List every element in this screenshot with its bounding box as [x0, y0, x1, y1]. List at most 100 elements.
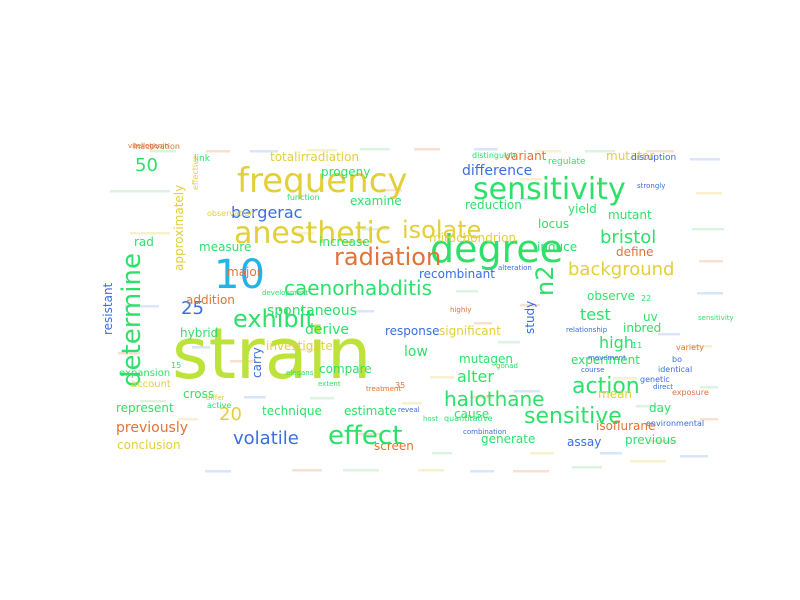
word-101: alteration — [498, 264, 532, 272]
word-2: degree — [430, 227, 563, 271]
filler-mark — [700, 386, 718, 389]
filler-mark — [690, 345, 712, 348]
word-48: observe — [587, 289, 635, 303]
filler-mark — [343, 469, 379, 472]
word-32: significant — [439, 324, 501, 338]
word-46: recombinant — [419, 267, 495, 281]
filler-mark — [572, 466, 602, 469]
word-35: mutant — [608, 208, 652, 222]
word-3: frequency — [237, 161, 408, 201]
word-21: 50 — [135, 155, 158, 176]
word-45: reduction — [465, 198, 522, 212]
word-74: approximately — [172, 185, 186, 271]
word-52: define — [616, 245, 654, 259]
word-33: locus — [538, 217, 569, 231]
filler-mark — [514, 390, 540, 393]
word-82: distinguish — [472, 151, 516, 160]
word-84: function — [287, 193, 320, 202]
filler-mark — [205, 470, 231, 473]
filler-mark — [230, 360, 254, 363]
word-6: determine — [117, 253, 147, 387]
word-103: reveal — [398, 406, 420, 414]
word-26: difference — [462, 163, 532, 179]
filler-mark — [402, 402, 422, 405]
word-88: identical — [658, 365, 692, 374]
word-10: n2 — [531, 266, 559, 296]
word-97: differ — [206, 394, 225, 402]
filler-mark — [192, 346, 210, 349]
word-8: isolate — [402, 216, 481, 244]
word-41: response — [385, 324, 440, 338]
word-38: compare — [319, 362, 372, 376]
word-62: represent — [116, 401, 174, 415]
word-25: test — [580, 305, 611, 324]
word-42: increase — [319, 235, 370, 249]
filler-mark — [418, 469, 444, 472]
word-14: halothane — [444, 387, 544, 411]
filler-mark — [118, 352, 140, 355]
filler-mark — [456, 290, 478, 293]
word-90: exposure — [672, 388, 709, 397]
word-91: environmental — [646, 419, 704, 428]
word-100: highly — [450, 306, 471, 314]
word-4: sensitivity — [473, 172, 626, 207]
cloud-filler — [110, 148, 724, 473]
word-112: 35 — [395, 381, 405, 390]
word-111: bo — [672, 355, 682, 364]
word-24: alter — [457, 367, 494, 386]
word-47: inbred — [623, 321, 661, 335]
filler-mark — [178, 418, 198, 421]
word-104: movement — [588, 354, 626, 362]
word-18: volatile — [233, 428, 299, 449]
word-23: high — [599, 333, 634, 352]
filler-mark — [432, 452, 452, 455]
word-94: host — [423, 415, 438, 423]
filler-mark — [520, 178, 542, 181]
word-7: effect — [328, 421, 402, 451]
word-67: assay — [567, 435, 601, 449]
word-29: previously — [116, 420, 188, 436]
filler-mark — [646, 150, 674, 153]
word-39: mutagen — [459, 352, 513, 366]
filler-mark — [535, 150, 561, 153]
filler-mark — [307, 149, 337, 152]
word-71: conclusion — [117, 438, 181, 452]
word-43: progeny — [321, 165, 370, 179]
filler-mark — [470, 470, 494, 473]
word-89: genetic — [640, 375, 670, 384]
word-56: major — [227, 265, 262, 279]
word-20: 25 — [181, 298, 204, 319]
filler-mark — [358, 433, 380, 436]
filler-mark — [206, 150, 230, 153]
word-50: mean — [598, 387, 632, 401]
word-81: inactivation — [133, 142, 180, 151]
filler-mark — [636, 405, 658, 408]
word-107: extent — [318, 380, 341, 388]
word-40: screen — [374, 439, 414, 453]
filler-mark — [696, 192, 722, 195]
word-110: variety — [676, 343, 704, 352]
filler-mark — [244, 396, 266, 399]
word-54: variant — [504, 149, 547, 163]
word-11: exhibit — [233, 305, 315, 333]
word-73: resistant — [101, 282, 115, 335]
word-69: day — [649, 401, 671, 415]
filler-mark — [697, 292, 723, 295]
filler-mark — [414, 148, 440, 151]
word-108: elegans — [286, 369, 314, 377]
word-109: sensitivity — [698, 314, 734, 322]
word-53: yield — [568, 202, 597, 216]
word-44: totalirradiation — [270, 150, 359, 164]
word-76: expansion — [119, 368, 170, 379]
word-13: sensitive — [524, 404, 622, 429]
filler-mark — [520, 198, 538, 201]
word-68: previous — [625, 433, 676, 447]
filler-mark — [310, 397, 334, 400]
filler-mark — [362, 228, 388, 231]
filler-mark — [150, 150, 176, 153]
word-78: link — [194, 154, 211, 164]
word-86: gonad — [496, 362, 518, 370]
word-37: measure — [199, 240, 251, 254]
word-58: hybrid — [180, 326, 218, 340]
